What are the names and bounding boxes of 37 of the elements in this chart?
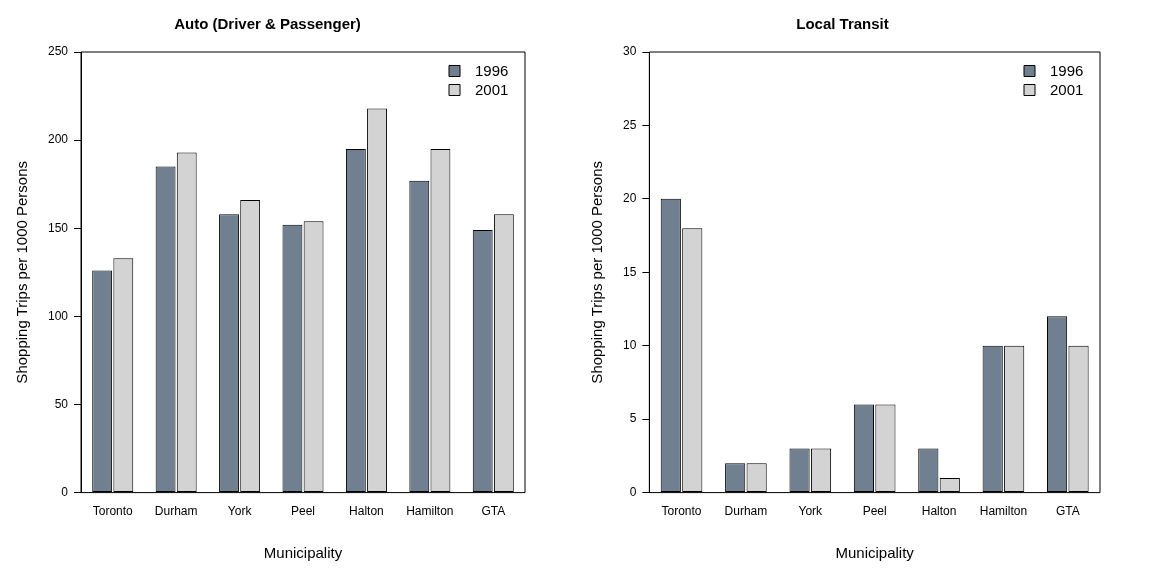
- y-tick-label: 100: [47, 308, 69, 323]
- x-tick-label: York: [798, 504, 824, 519]
- y-tick-label: 15: [622, 264, 637, 279]
- y-tick-label: 250: [47, 44, 69, 59]
- x-tick-label: Durham: [154, 504, 198, 519]
- legend-label: 2001: [1050, 80, 1084, 98]
- x-axis-title: Municipality: [835, 544, 915, 562]
- x-tick-label: Durham: [724, 504, 768, 519]
- y-tick-label: 50: [54, 396, 69, 411]
- x-tick-label: Peel: [291, 504, 316, 519]
- x-tick-label: GTA: [481, 504, 506, 519]
- legend-label: 1996: [475, 61, 509, 79]
- y-axis-title: Shopping Trips per 1000 Persons: [13, 160, 31, 384]
- x-tick-label: Hamilton: [979, 504, 1028, 519]
- y-tick-label: 25: [622, 117, 637, 132]
- y-tick-label: 20: [622, 191, 637, 206]
- legend-label: 2001: [475, 80, 509, 98]
- x-tick-label: Toronto: [92, 504, 134, 519]
- x-tick-label: Peel: [862, 504, 887, 519]
- y-tick-label: 30: [622, 44, 637, 59]
- x-tick-label: GTA: [1055, 504, 1080, 519]
- y-tick-label: 5: [629, 411, 637, 426]
- y-tick-label: 150: [47, 220, 69, 235]
- x-axis-title: Municipality: [263, 544, 343, 562]
- x-tick-label: Hamilton: [406, 504, 454, 519]
- y-tick-label: 0: [629, 484, 637, 499]
- chart-title: Auto (Driver & Passenger): [174, 15, 361, 33]
- x-tick-label: Halton: [349, 504, 384, 519]
- x-tick-label: York: [227, 504, 253, 519]
- chart-title: Local Transit: [796, 15, 889, 33]
- y-tick-label: 10: [622, 338, 637, 353]
- y-axis-title: Shopping Trips per 1000 Persons: [588, 160, 606, 384]
- x-tick-label: Halton: [921, 504, 957, 519]
- x-tick-label: Toronto: [661, 504, 702, 519]
- y-tick-label: 200: [47, 132, 69, 147]
- legend-label: 1996: [1050, 61, 1084, 79]
- y-tick-label: 0: [61, 484, 69, 499]
